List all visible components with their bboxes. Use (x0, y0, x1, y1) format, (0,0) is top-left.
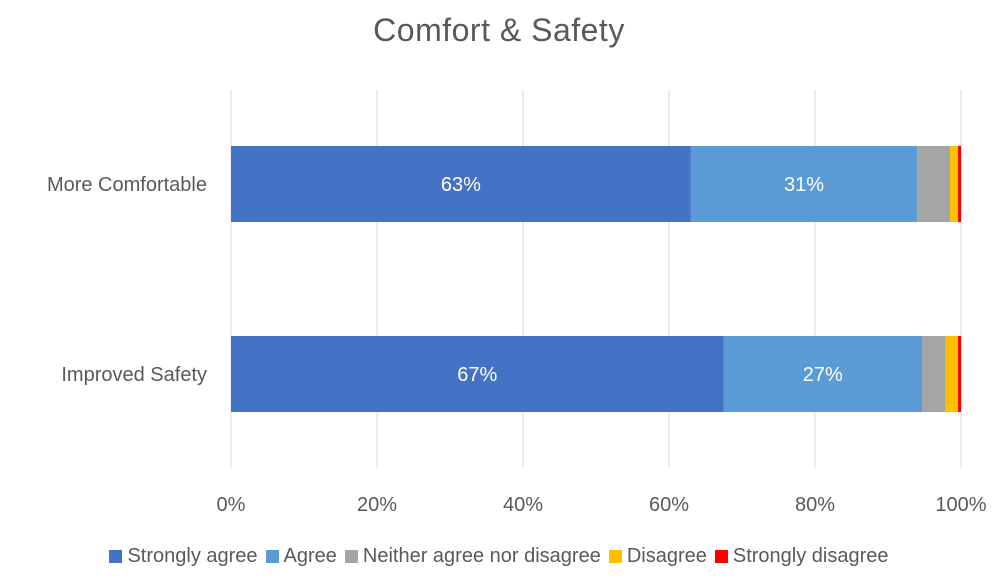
data-label: 27% (803, 364, 843, 386)
legend-swatch (714, 550, 728, 563)
bar-segment (950, 146, 959, 222)
legend-label: Disagree (626, 545, 707, 567)
legend-item: Agree (265, 545, 337, 568)
legend-item: Strongly disagree (714, 545, 889, 568)
bar-segment (231, 336, 724, 412)
bar-segment (231, 146, 691, 222)
bar-segment (945, 336, 959, 412)
x-tick-label: 100% (935, 494, 986, 516)
bar-segment (723, 336, 923, 412)
legend-label: Strongly disagree (732, 545, 889, 567)
bar-segment (958, 336, 961, 412)
legend-item: Disagree (608, 545, 707, 568)
category-label: More Comfortable (47, 174, 207, 196)
chart-legend: Strongly agree Agree Neither agree nor dis… (0, 545, 998, 569)
legend-swatch (608, 550, 622, 563)
x-tick-label: 40% (503, 494, 543, 516)
legend-label: Neither agree nor disagree (362, 545, 601, 567)
data-label: 67% (457, 364, 497, 386)
data-label: 63% (441, 174, 481, 196)
legend-label: Agree (283, 545, 337, 567)
legend-swatch (109, 550, 123, 563)
legend-label: Strongly agree (127, 545, 258, 567)
legend-swatch (265, 550, 279, 563)
bar-segment (690, 146, 918, 222)
legend-item: Neither agree nor disagree (344, 545, 601, 568)
x-tick-label: 80% (795, 494, 835, 516)
bar-segment (917, 146, 951, 222)
bar-segment (922, 336, 946, 412)
x-tick-label: 0% (217, 494, 246, 516)
legend-item: Strongly agree (109, 545, 258, 568)
category-label: Improved Safety (61, 364, 207, 386)
chart-title: Comfort & Safety (373, 12, 625, 48)
data-label: 31% (784, 174, 824, 196)
x-tick-label: 60% (649, 494, 689, 516)
x-tick-label: 20% (357, 494, 397, 516)
legend-swatch (344, 550, 358, 563)
bar-segment (958, 146, 961, 222)
